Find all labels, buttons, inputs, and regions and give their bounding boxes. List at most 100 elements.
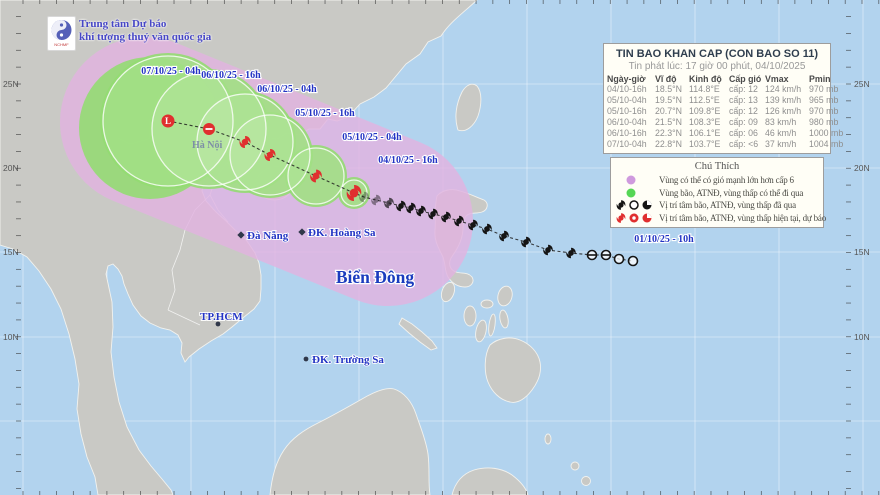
forecast-cell: 103.7°E (689, 139, 721, 149)
land-islet (570, 461, 580, 471)
forecast-table-row: 06/10-04h 21.5°N 108.3°E cấp: 09 83 km/h 980 … (606, 117, 843, 128)
cyclone-symbol (543, 244, 553, 256)
forecast-cell: 114.8°E (689, 84, 720, 94)
latitude-label-left: 20N (3, 163, 19, 173)
cyclone-symbol (371, 194, 381, 206)
svg-text:NCHMF: NCHMF (54, 42, 69, 47)
cyclone-symbol (499, 230, 509, 242)
cyclone-icon (616, 212, 626, 223)
forecast-cell: 965 mb (809, 95, 839, 105)
area-dot-icon (626, 175, 636, 185)
land-island (440, 281, 456, 303)
cyclone-symbol (396, 200, 406, 212)
low-circle-symbol (613, 253, 625, 265)
info-panel-title: TIN BAO KHAN CAP (CON BAO SO 11) (615, 48, 819, 60)
storm-position-symbols: L (161, 114, 639, 267)
land-island (499, 309, 509, 329)
legend-item-icons (613, 174, 659, 186)
cyclone-symbol (359, 191, 369, 203)
forecast-cell: 04/10-16h (607, 84, 647, 94)
date-time-label: 05/10/25 - 16h (295, 108, 355, 119)
low-pressure-symbol (161, 114, 175, 128)
forecast-cell: 106.1°E (689, 128, 721, 138)
agency-name: Trung tâm Dự báo khí tượng thuỷ văn quốc… (79, 18, 211, 43)
city-label: ĐK. Hoàng Sa (308, 227, 376, 239)
city-marker-dot (215, 321, 221, 327)
circle-icon (629, 200, 639, 210)
quarter-circle-icon (642, 213, 652, 223)
forecast-cell: 980 mb (809, 117, 839, 127)
forecast-cell: 139 km/h (765, 95, 802, 105)
cyclone-symbol (406, 202, 416, 214)
cyclone-symbol (468, 219, 478, 231)
forecast-cell: 126 km/h (765, 106, 802, 116)
legend-item-label: Vùng có thể có gió mạnh lớn hơn cấp 6 (659, 175, 794, 186)
low-circle-symbol (627, 255, 639, 267)
cyclone-symbol (482, 223, 492, 235)
forecast-cell: cấp: 13 (729, 95, 758, 105)
forecast-table-row: 05/10-16h 20.7°N 109.8°E cấp: 12 126 km/h 970… (606, 106, 843, 117)
forecast-cell: 06/10-04h (607, 117, 647, 127)
agency-logo: NCHMF (47, 16, 76, 51)
legend-items: Vùng có thể có gió mạnh lớn hơn cấp 6 Vùn… (613, 174, 826, 224)
donut-icon (629, 213, 639, 223)
forecast-column-header: Pmin (809, 74, 831, 84)
land-palawan-island (398, 317, 438, 351)
legend-item-label: Vị trí tâm bão, ATNĐ, vùng thấp đã qua (659, 200, 796, 211)
map-labels: 07/10/25 - 04h 06/10/25 - 16h 06/10/25 - 0… (3, 65, 870, 367)
area-dot-icon (626, 188, 636, 198)
latitude-label-left: 10N (3, 332, 19, 342)
forecast-cell: 109.8°E (689, 106, 721, 116)
cyclone-symbol (566, 247, 576, 259)
cyclone-symbol (454, 215, 464, 227)
degree-tick-marks (16, 0, 880, 495)
storm-info-panel: TIN BAO KHAN CAP (CON BAO SO 11) Tin phá… (603, 43, 843, 154)
date-time-label: 05/10/25 - 04h (342, 132, 402, 143)
nchmf-emblem-icon: NCHMF (51, 20, 72, 47)
latitude-label-right: 15N (854, 247, 870, 257)
agency-name-line2: khí tượng thuỷ văn quốc gia (79, 30, 212, 43)
legend-item: Vùng có thể có gió mạnh lớn hơn cấp 6 (613, 174, 821, 187)
forecast-table-row: 06/10-16h 22.3°N 106.1°E cấp: 06 46 km/h 1000… (606, 128, 843, 139)
forecast-table-row: 05/10-04h 19.5°N 112.5°E cấp: 13 139 km/h 965… (606, 95, 843, 106)
forecast-table-row: 04/10-16h 18.5°N 114.8°E cấp: 12 124 km/h 970… (606, 84, 843, 95)
latitude-label-right: 25N (854, 79, 870, 89)
forecast-cell: cấp: 06 (729, 128, 758, 138)
border-line (167, 309, 201, 326)
land-islet (544, 433, 552, 445)
city-marker-diamond (298, 228, 306, 236)
svg-text:L: L (165, 116, 171, 126)
date-time-label: 04/10/25 - 16h (378, 155, 438, 166)
legend-item-label: Vị trí tâm bão, ATNĐ, vùng thấp hiện tại… (659, 212, 826, 223)
land-island (463, 305, 477, 327)
forecast-table-row: 07/10-04h 22.8°N 103.7°E cấp: <6 37 km/h 1004… (606, 139, 843, 150)
forecast-cell: 970 mb (809, 84, 839, 94)
forecast-column-header: Ngày-giờ (607, 74, 646, 84)
forecast-table-header-row: Ngày-giờ Vĩ độ Kinh độ Cấp gió Vmax Pmin (606, 74, 843, 84)
forecast-column-header: Kinh độ (689, 74, 722, 84)
cyclone-symbol (264, 149, 276, 161)
latitude-label-left: 15N (3, 247, 19, 257)
forecast-cell: 06/10-16h (607, 128, 647, 138)
legend-item: Vùng bão, ATNĐ, vùng thấp có thể đi qua (613, 187, 821, 200)
forecast-column-header: Vĩ độ (655, 74, 677, 84)
date-time-label: 01/10/25 - 10h (634, 234, 694, 245)
city-marker-diamond (237, 231, 245, 239)
forecast-cell: 07/10-04h (607, 139, 647, 149)
city-label: ĐK. Trường Sa (312, 354, 384, 366)
quarter-circle-icon (642, 200, 652, 210)
forecast-cell: 22.3°N (655, 128, 682, 138)
date-time-label: 07/10/25 - 04h (141, 66, 201, 77)
city-label: Hà Nội (192, 140, 223, 151)
forecast-cell: cấp: <6 (729, 139, 759, 149)
forecast-cell: cấp: 09 (729, 117, 758, 127)
legend-panel: Chú Thích Vùng có thể có gió mạnh lớn hơ… (610, 157, 826, 228)
city-marker-dot (303, 356, 309, 362)
latitude-label-right: 10N (854, 332, 870, 342)
agency-name-line1: Trung tâm Dự báo (79, 18, 167, 30)
forecast-cell: 18.5°N (655, 84, 682, 94)
date-time-label: 06/10/25 - 04h (257, 84, 317, 95)
forecast-cell: 1000 mb (809, 128, 844, 138)
land-islet (581, 476, 591, 486)
